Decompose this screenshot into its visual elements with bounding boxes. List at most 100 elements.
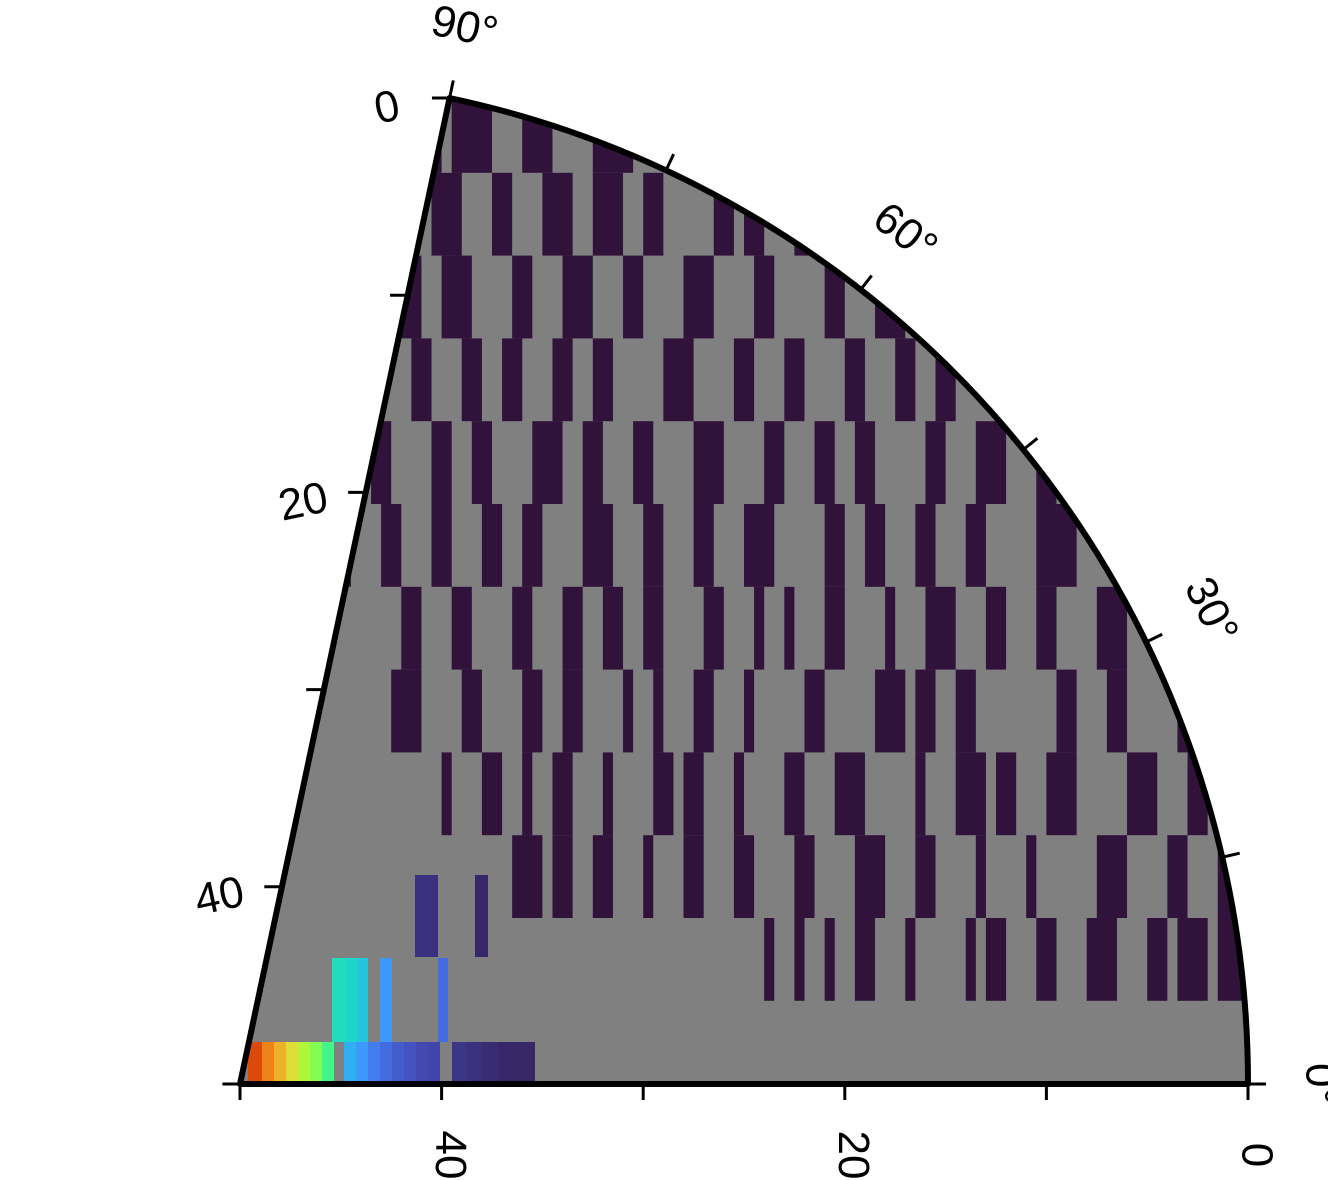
sector-background [240,98,1248,1084]
heatmap-cell [754,586,765,670]
heatmap-cell [411,338,432,422]
heatmap-cell [415,875,438,957]
heatmap-cell [290,338,311,422]
heatmap-cell [274,1042,286,1084]
heatmap-cell [1086,172,1107,256]
angle-tick-label: 60° [864,192,947,272]
heatmap-cell [975,172,996,256]
heatmap-cell [1147,918,1168,1001]
heatmap-cell [915,504,936,587]
heatmap-cell [452,1042,466,1084]
heatmap-cell [844,338,865,422]
angle-tick [1145,632,1163,644]
angle-tick-label: 90° [427,0,502,58]
heatmap-cell [965,504,986,587]
heatmap-cell [320,255,351,339]
radius-tick-label-left: 20 [274,473,332,531]
heatmap-cell [733,752,744,836]
heatmap-cell [471,421,492,504]
heatmap-cell [1036,918,1057,1001]
heatmap-cell [522,669,543,753]
angle-tick-label: 0° [1296,1063,1328,1105]
heatmap-cell [623,669,634,753]
heatmap-cell [965,255,986,339]
plot-area [240,98,1248,1084]
heatmap-cell [451,586,472,670]
heatmap-cell [492,172,513,256]
heatmap-cell [985,918,1007,1001]
heatmap-cell [380,1042,392,1084]
heatmap-cell [784,586,795,670]
heatmap-cell [1106,669,1128,753]
heatmap-cell [1066,338,1097,422]
heatmap-cell [562,255,593,339]
heatmap-cell [885,586,896,670]
heatmap-cell [1167,835,1188,918]
radius-tick-label-left: 0 [370,81,404,134]
heatmap-cell [693,504,714,587]
heatmap-cell [623,255,644,339]
heatmap-cell [582,421,603,504]
heatmap-cell [1177,918,1208,1001]
heatmap-cell [310,1042,322,1084]
heatmap-cell [996,338,1027,422]
heatmap-cell [915,669,936,753]
heatmap-cell [286,1042,298,1084]
heatmap-cell [250,98,281,173]
heatmap-cell [663,338,694,422]
heatmap-cell [643,586,664,670]
heatmap-cell [481,504,503,587]
heatmap-cell [438,958,448,1042]
angle-tick [448,80,455,99]
heatmap-cell [794,918,805,1001]
heatmap-cell [542,172,573,256]
heatmap-cell [733,835,755,918]
heatmap-cell [1086,918,1117,1001]
heatmap-cell [693,421,724,504]
heatmap-cell [552,752,573,836]
heatmap-cell [522,98,553,173]
angle-tick [859,274,873,291]
heatmap-cell [346,958,358,1042]
heatmap-cell [693,669,714,753]
heatmap-cell [582,504,613,587]
heatmap-cell [955,752,986,836]
heatmap-cell [713,172,734,256]
heatmap-cell [854,918,876,1001]
heatmap-cell [431,172,462,256]
heatmap-cell [804,669,825,753]
heatmap-cell [925,586,956,670]
heatmap-cell [744,669,755,753]
heatmap-cell [854,421,876,504]
heatmap-cell [975,421,1007,504]
heatmap-cell [416,1042,428,1084]
heatmap-cell [1006,98,1037,173]
heatmap-cell [915,98,936,173]
heatmap-cell [794,835,815,918]
heatmap-cell [1066,172,1077,256]
heatmap-cell [854,172,876,256]
heatmap-cell [441,752,452,836]
heatmap-cell [592,98,634,173]
heatmap-cell [280,255,301,339]
heatmap-cell [1137,338,1168,422]
heatmap-cell [592,172,624,256]
heatmap-cell [764,421,785,504]
angle-tick [1022,437,1039,451]
heatmap-cell [955,669,976,753]
heatmap-cell [854,835,886,918]
heatmap-cell [824,504,845,587]
heatmap-cell [344,1042,356,1084]
heatmap-cell [1026,835,1037,918]
heatmap-cell [552,835,573,918]
heatmap-cell [925,421,946,504]
heatmap-cell [431,421,452,504]
heatmap-cell [935,172,966,256]
heatmap-cell [404,1042,416,1084]
heatmap-cell [1177,255,1238,339]
heatmap-cell [481,752,503,836]
heatmap-cell [683,255,714,339]
heatmap-cell [441,255,472,339]
heatmap-cell [653,669,664,753]
